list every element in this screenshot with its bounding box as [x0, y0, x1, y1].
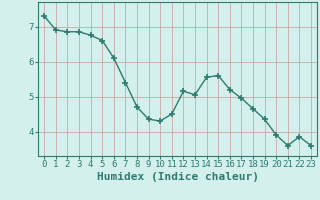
X-axis label: Humidex (Indice chaleur): Humidex (Indice chaleur) — [97, 172, 259, 182]
